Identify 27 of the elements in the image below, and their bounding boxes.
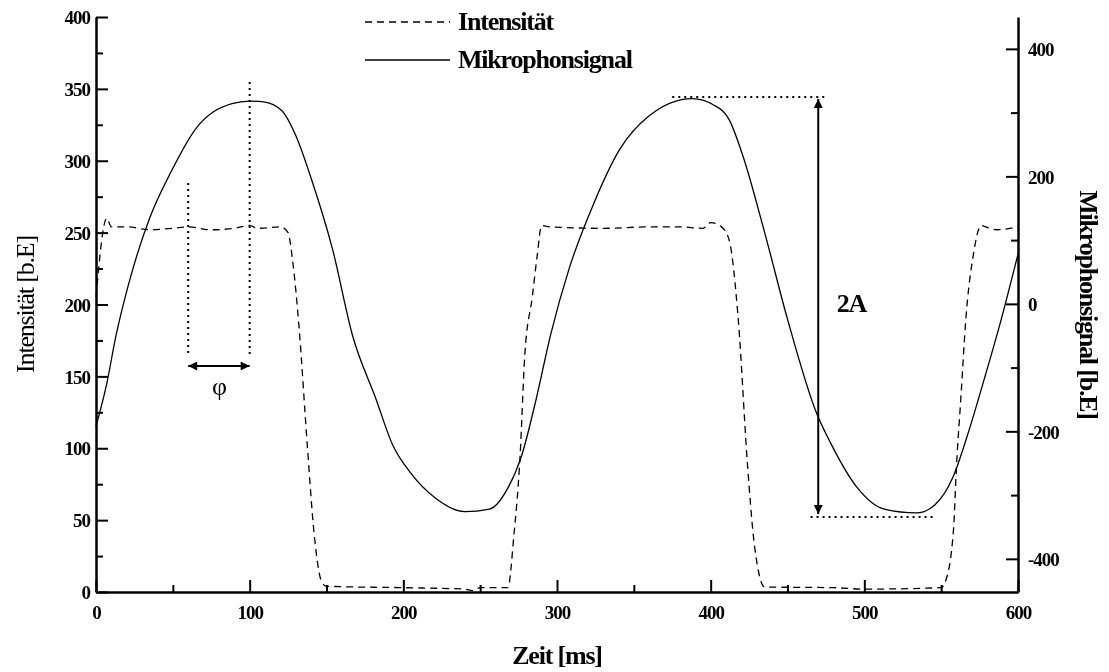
x-axis-title: Zeit [ms] [512, 641, 602, 670]
annotation: φ [212, 372, 227, 401]
y2-tick-label: 0 [1028, 294, 1037, 316]
y-tick-label: 300 [64, 150, 91, 172]
x-tick-label: 600 [1005, 602, 1032, 624]
y-tick-label: 250 [64, 222, 91, 244]
legend-label: Intensität [458, 7, 555, 36]
legend-label: Mikrophonsignal [458, 45, 633, 74]
y-tick-label: 150 [64, 366, 91, 388]
y2-tick-label: -400 [1028, 549, 1060, 570]
y2-tick-label: -200 [1028, 421, 1060, 443]
y-axis-title: Intensität [b.E] [11, 236, 40, 373]
y-tick-label: 50 [73, 510, 91, 532]
y-tick-label: 350 [64, 79, 91, 101]
y-tick-label: 100 [64, 438, 91, 460]
y2-axis-title: Mikrophonsignal [b.E] [1074, 190, 1103, 419]
annotation: 2A [836, 289, 868, 318]
y-tick-label: 200 [64, 294, 91, 316]
x-tick-label: 200 [391, 602, 418, 624]
x-tick-label: 500 [852, 602, 879, 624]
x-tick-label: 300 [544, 602, 571, 624]
x-tick-label: 400 [698, 602, 725, 624]
x-tick-label: 100 [237, 602, 264, 624]
y-tick-label: 400 [64, 7, 91, 29]
y2-tick-label: 200 [1028, 166, 1054, 188]
y2-tick-label: 400 [1028, 39, 1054, 61]
y-tick-label: 0 [81, 582, 91, 604]
